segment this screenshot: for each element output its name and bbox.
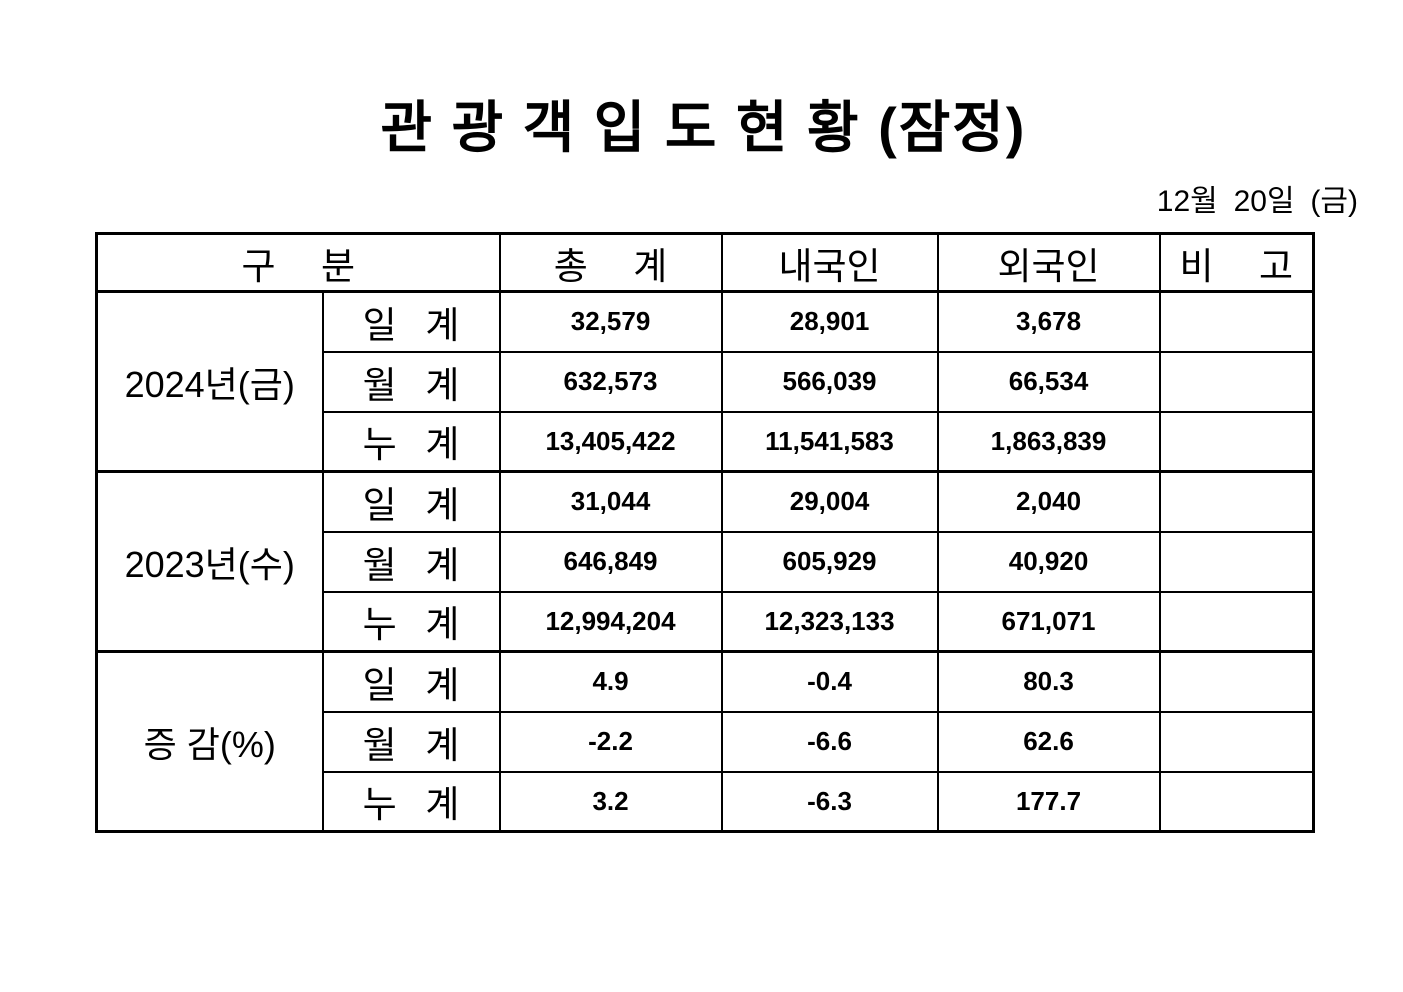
note-cell	[1158, 350, 1315, 413]
value-total: 12,994,204	[498, 590, 723, 653]
note-cell	[1158, 590, 1315, 653]
value-foreign: 62.6	[936, 710, 1161, 773]
table-header-row: 구 분 총 계 내국인 외국인 비 고	[95, 232, 1315, 293]
group-2024-label: 2024년(금)	[95, 290, 324, 473]
value-foreign: 2,040	[936, 470, 1161, 533]
row-label: 일 계	[321, 650, 501, 713]
note-cell	[1158, 770, 1315, 833]
value-foreign: 40,920	[936, 530, 1161, 593]
header-total: 총 계	[498, 232, 723, 293]
row-label: 월 계	[321, 530, 501, 593]
header-foreign: 외국인	[936, 232, 1161, 293]
table-row: 월 계 646,849 605,929 40,920	[97, 530, 1315, 593]
row-label: 월 계	[321, 710, 501, 773]
note-cell	[1158, 410, 1315, 473]
value-foreign: 1,863,839	[936, 410, 1161, 473]
header-domestic: 내국인	[720, 232, 939, 293]
value-domestic: 28,901	[720, 290, 939, 353]
row-label: 월 계	[321, 350, 501, 413]
value-domestic: -6.3	[720, 770, 939, 833]
value-foreign: 80.3	[936, 650, 1161, 713]
note-cell	[1158, 530, 1315, 593]
row-label: 일 계	[321, 470, 501, 533]
value-total: -2.2	[498, 710, 723, 773]
value-foreign: 66,534	[936, 350, 1161, 413]
value-foreign: 671,071	[936, 590, 1161, 653]
value-total: 646,849	[498, 530, 723, 593]
note-cell	[1158, 650, 1315, 713]
arrivals-table: 구 분 총 계 내국인 외국인 비 고 2024년(금) 일 계 32,579 …	[95, 232, 1316, 833]
value-domestic: 566,039	[720, 350, 939, 413]
value-foreign: 177.7	[936, 770, 1161, 833]
value-total: 3.2	[498, 770, 723, 833]
value-domestic: 12,323,133	[720, 590, 939, 653]
group-change-label: 증 감(%)	[95, 650, 324, 833]
value-total: 13,405,422	[498, 410, 723, 473]
page-title: 관 광 객 입 도 현 황 (잠정)	[380, 96, 1027, 159]
row-label: 누 계	[321, 770, 501, 833]
row-label: 누 계	[321, 590, 501, 653]
row-label: 일 계	[321, 290, 501, 353]
report-date: 12월 20일 (금)	[1156, 185, 1358, 218]
header-gubun: 구 분	[95, 232, 501, 293]
row-label: 누 계	[321, 410, 501, 473]
value-domestic: 11,541,583	[720, 410, 939, 473]
note-cell	[1158, 710, 1315, 773]
value-domestic: 29,004	[720, 470, 939, 533]
value-domestic: -6.6	[720, 710, 939, 773]
value-foreign: 3,678	[936, 290, 1161, 353]
table-row: 월 계 -2.2 -6.6 62.6	[97, 710, 1315, 773]
value-total: 4.9	[498, 650, 723, 713]
table-row: 누 계 3.2 -6.3 177.7	[97, 770, 1315, 833]
note-cell	[1158, 470, 1315, 533]
value-total: 32,579	[498, 290, 723, 353]
group-2023-label: 2023년(수)	[95, 470, 324, 653]
table-row: 누 계 12,994,204 12,323,133 671,071	[97, 590, 1315, 653]
table-row: 누 계 13,405,422 11,541,583 1,863,839	[97, 410, 1315, 473]
value-total: 31,044	[498, 470, 723, 533]
header-note: 비 고	[1158, 232, 1315, 293]
value-total: 632,573	[498, 350, 723, 413]
value-domestic: -0.4	[720, 650, 939, 713]
table-row: 증 감(%) 일 계 4.9 -0.4 80.3	[95, 650, 1315, 833]
table-row: 월 계 632,573 566,039 66,534	[97, 350, 1315, 413]
value-domestic: 605,929	[720, 530, 939, 593]
table-row: 2023년(수) 일 계 31,044 29,004 2,040	[95, 470, 1315, 653]
table-row: 2024년(금) 일 계 32,579 28,901 3,678	[95, 290, 1315, 473]
note-cell	[1158, 290, 1315, 353]
